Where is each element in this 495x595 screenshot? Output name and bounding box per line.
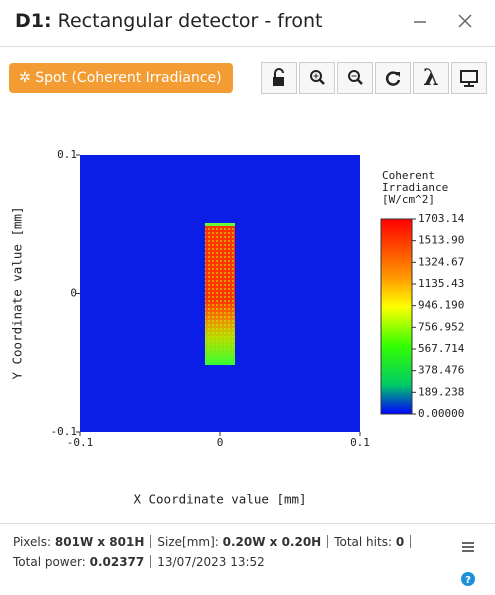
window-controls[interactable] bbox=[410, 12, 480, 32]
y-tick-label: 0.1 bbox=[57, 148, 77, 161]
title: Rectangular detector - front bbox=[57, 10, 323, 32]
colorbar-tick-label: 1324.67 bbox=[418, 255, 464, 268]
svg-text:?: ? bbox=[465, 575, 471, 586]
colorbar-tick-label: 1703.14 bbox=[418, 212, 465, 225]
status-value: 13/07/2023 13:52 bbox=[157, 555, 265, 569]
title-prefix: D1: bbox=[15, 10, 52, 32]
colorbar-tick-label: 1513.90 bbox=[418, 234, 464, 247]
x-tick-label: 0.1 bbox=[350, 436, 370, 449]
status-label: Total hits: bbox=[334, 535, 392, 549]
divider bbox=[0, 523, 495, 524]
status-label: Size[mm]: bbox=[157, 535, 219, 549]
spot-button[interactable]: ✲ Spot (Coherent Irradiance) bbox=[9, 63, 233, 93]
colorbar-tick-label: 567.714 bbox=[418, 342, 465, 355]
zoom-in-button[interactable] bbox=[299, 62, 335, 94]
colorbar-tick-label: 946.190 bbox=[418, 299, 464, 312]
lock-button[interactable] bbox=[261, 62, 297, 94]
display-button[interactable] bbox=[451, 62, 487, 94]
window-title: D1: Rectangular detector - front bbox=[15, 10, 323, 32]
colorbar-title: Coherent bbox=[382, 169, 435, 182]
divider bbox=[0, 46, 495, 47]
y-axis-label: Y Coordinate value [mm] bbox=[10, 206, 25, 379]
help-button[interactable]: ? bbox=[461, 572, 475, 586]
status-value: 801W x 801H bbox=[54, 535, 145, 549]
plot: X Coordinate value [mm] Y Coordinate val… bbox=[10, 148, 465, 507]
x-tick-label: -0.1 bbox=[67, 436, 94, 449]
menu-button[interactable] bbox=[461, 541, 475, 553]
status-value: 0.02377 bbox=[89, 555, 145, 569]
x-axis-label: X Coordinate value [mm] bbox=[133, 492, 306, 507]
status-label: Total power: bbox=[13, 555, 86, 569]
y-tick-label: 0 bbox=[70, 287, 77, 300]
svg-text:λ: λ bbox=[423, 65, 438, 91]
colorbar bbox=[380, 218, 413, 415]
zoom-out-button[interactable] bbox=[337, 62, 373, 94]
colorbar-tick-label: 1135.43 bbox=[418, 277, 464, 290]
colorbar-tick-label: 189.238 bbox=[418, 385, 464, 398]
wavelength-button[interactable]: λ bbox=[413, 62, 449, 94]
x-tick-label: 0 bbox=[217, 436, 224, 449]
spot-edge bbox=[205, 223, 235, 226]
y-tick-label: -0.1 bbox=[51, 425, 78, 438]
status-label: Pixels: bbox=[13, 535, 52, 549]
colorbar-tick-label: 0.00000 bbox=[418, 407, 464, 420]
status-line: Pixels: 801W x 801H Size[mm]: 0.20W x 0.2… bbox=[13, 535, 417, 549]
status-line: Total power: 0.02377 13/07/2023 13:52 bbox=[13, 555, 265, 569]
colorbar-tick-label: 378.476 bbox=[418, 364, 464, 377]
spot-button-label: Spot (Coherent Irradiance) bbox=[35, 70, 222, 86]
refresh-button[interactable] bbox=[375, 62, 411, 94]
status-value: 0.20W x 0.20H bbox=[222, 535, 322, 549]
spot-shade bbox=[205, 223, 235, 365]
colorbar-title: [W/cm^2] bbox=[382, 193, 435, 206]
colorbar-title: Irradiance bbox=[382, 181, 448, 194]
status-value: 0 bbox=[395, 535, 405, 549]
colorbar-tick-label: 756.952 bbox=[418, 320, 464, 333]
